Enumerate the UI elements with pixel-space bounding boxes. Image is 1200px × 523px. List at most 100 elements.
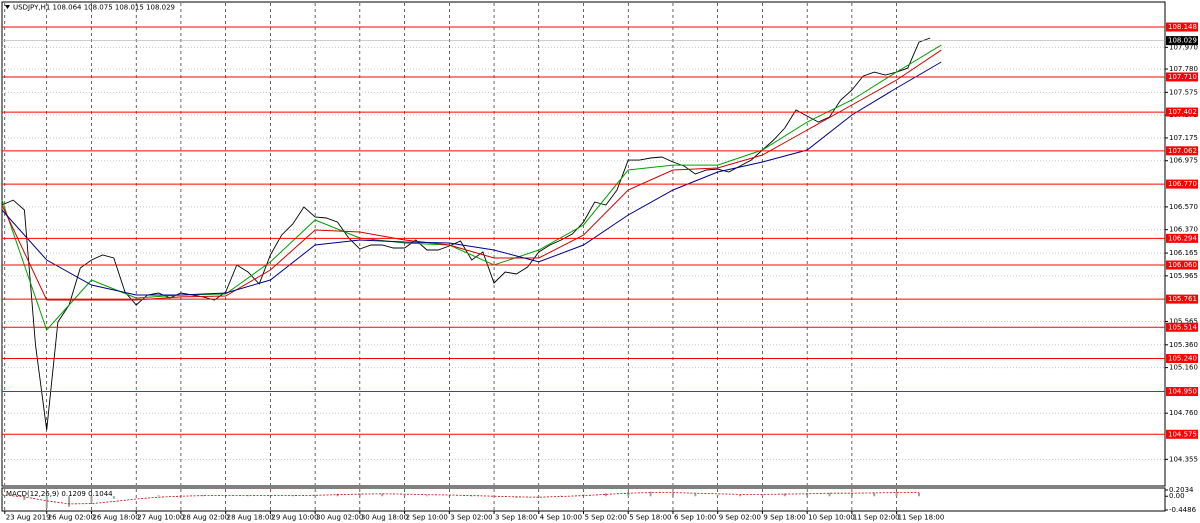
macd-bar	[269, 495, 272, 497]
macd-bar	[425, 495, 428, 497]
macd-bar	[358, 493, 361, 497]
macd-bar	[23, 496, 26, 500]
macd-bar	[45, 496, 48, 508]
y-tick-label: 105.965	[1169, 272, 1198, 280]
y-tick-label: 107.575	[1169, 88, 1198, 96]
x-tick-label: 3 Sep 02:00	[450, 514, 492, 522]
level-label: 106.060	[1168, 261, 1197, 269]
x-tick-label: 2 Sep 10:00	[406, 514, 448, 522]
macd-bar	[627, 491, 630, 497]
y-tick-label: 105.160	[1169, 364, 1198, 372]
x-tick-label: 5 Sep 02:00	[585, 514, 627, 522]
macd-bar	[381, 493, 384, 497]
signal-line	[1, 492, 919, 505]
price-frame	[1, 1, 1166, 487]
level-label: 107.062	[1168, 147, 1197, 155]
menu-arrow[interactable]	[5, 5, 10, 9]
y-tick-label: 104.760	[1169, 409, 1198, 417]
y-tick-label: 107.970	[1169, 43, 1198, 51]
level-tag	[1166, 22, 1198, 32]
macd-bar	[179, 495, 182, 497]
x-tick-label: 10 Sep 10:00	[808, 514, 855, 522]
y-tick-label: 107.780	[1169, 65, 1198, 73]
x-tick-label: 9 Sep 18:00	[763, 514, 805, 522]
macd-bar	[314, 494, 317, 497]
macd-bar	[895, 492, 898, 497]
level-tag	[1166, 233, 1198, 243]
level-tag	[1166, 260, 1198, 270]
last-price-label: 108.029	[1168, 37, 1197, 45]
macd-bar	[806, 493, 809, 497]
x-tick-label: 28 Aug 18:00	[227, 514, 274, 522]
price-line	[1, 37, 931, 430]
x-tick-label: 11 Sep 02:00	[853, 514, 900, 522]
level-tag	[1166, 146, 1198, 156]
chart-title: USDJPY,H1 108.064 108.075 108.015 108.02…	[13, 4, 175, 12]
level-label: 106.294	[1168, 234, 1197, 242]
level-label: 105.240	[1168, 354, 1197, 362]
x-tick-label: 26 Aug 18:00	[92, 514, 139, 522]
x-tick-label: 4 Sep 10:00	[540, 514, 582, 522]
y-tick-label: 0.2034	[1169, 486, 1194, 494]
x-tick-label: 11 Sep 18:00	[898, 514, 945, 522]
macd-bar	[537, 496, 540, 498]
macd-bar	[671, 492, 674, 497]
level-tag	[1166, 107, 1198, 117]
y-tick-label: 106.165	[1169, 249, 1198, 257]
y-tick-label: -0.4486	[1169, 506, 1197, 514]
macd-bar	[783, 493, 786, 497]
x-tick-label: 6 Sep 10:00	[674, 514, 716, 522]
x-tick-label: 27 Aug 10:00	[137, 514, 184, 522]
macd-bar	[716, 494, 719, 497]
level-tag	[1166, 294, 1198, 304]
level-tag	[1166, 322, 1198, 332]
x-tick-label: 3 Sep 18:00	[495, 514, 537, 522]
x-tick-label: 29 Aug 10:00	[271, 514, 318, 522]
macd-bar	[470, 495, 473, 497]
macd-bar	[157, 495, 160, 497]
level-tag	[1166, 429, 1198, 439]
macd-bar	[90, 496, 93, 503]
level-label: 105.514	[1168, 323, 1197, 331]
last-price-tag	[1166, 36, 1198, 46]
level-tag	[1166, 353, 1198, 363]
macd-bar	[828, 492, 831, 497]
macd-bar	[739, 495, 742, 497]
macd-bar	[604, 493, 607, 497]
y-tick-label: 106.570	[1169, 203, 1198, 211]
macd-bar	[493, 496, 496, 497]
level-label: 107.710	[1168, 73, 1197, 81]
price-line	[1, 49, 942, 301]
x-tick-label: 26 Aug 02:00	[48, 514, 95, 522]
macd-bar	[850, 493, 853, 497]
x-tick-label: 30 Aug 02:00	[316, 514, 363, 522]
level-tag	[1166, 387, 1198, 397]
y-tick-label: 106.370	[1169, 226, 1198, 234]
macd-bar	[135, 496, 138, 497]
price-line	[1, 61, 942, 296]
y-tick-label: 0.00	[1169, 492, 1185, 500]
level-label: 108.148	[1168, 23, 1197, 31]
y-tick-label: 106.975	[1169, 157, 1198, 165]
macd-bar	[560, 495, 563, 497]
macd-bar	[649, 491, 652, 497]
level-label: 105.761	[1168, 295, 1197, 303]
level-tag	[1166, 179, 1198, 189]
level-tag	[1166, 72, 1198, 82]
macd-bar	[448, 495, 451, 497]
macd-bar	[403, 494, 406, 497]
level-label: 104.575	[1168, 430, 1197, 438]
level-label: 104.950	[1168, 388, 1197, 396]
x-tick-label: 23 Aug 2019	[6, 514, 51, 522]
price-line	[1, 44, 942, 331]
macd-bar	[68, 496, 71, 507]
y-tick-label: 104.355	[1169, 455, 1198, 463]
macd-bar	[761, 494, 764, 497]
y-tick-label: 107.175	[1169, 134, 1198, 142]
macd-bar	[873, 492, 876, 497]
macd-bar	[112, 496, 115, 499]
x-tick-label: 9 Sep 02:00	[719, 514, 761, 522]
